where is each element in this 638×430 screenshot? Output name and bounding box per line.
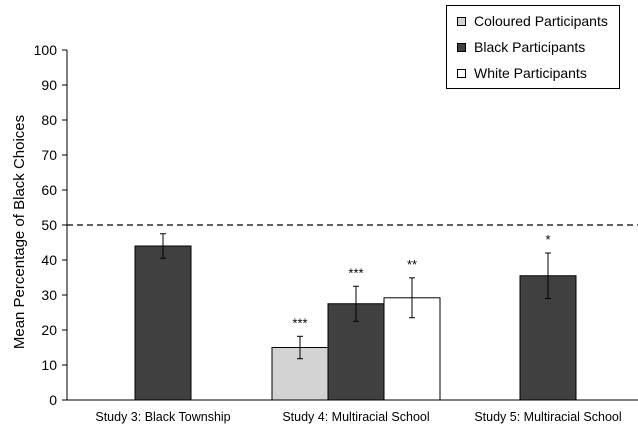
x-tick-label: Study 5: Multiracial School	[474, 410, 621, 424]
y-tick-label: 30	[41, 287, 57, 303]
legend-swatch	[457, 42, 466, 52]
significance-label: ***	[292, 315, 307, 330]
significance-label: ***	[348, 265, 363, 280]
y-axis-label: Mean Percentage of Black Choices	[11, 115, 28, 349]
y-tick-label: 20	[41, 322, 57, 338]
legend-swatch	[457, 16, 466, 26]
legend-label: Coloured Participants	[474, 13, 608, 29]
legend-item: Black Participants	[457, 38, 585, 56]
legend-label: White Participants	[474, 65, 587, 81]
legend-label: Black Participants	[474, 39, 586, 55]
bars	[134, 233, 577, 401]
bar	[134, 245, 192, 401]
axes: 0 10 20 30 40 50 60 70 80 90 100 Study 3: Black Tow…	[34, 42, 638, 424]
y-tick-label: 100	[34, 42, 58, 58]
y-tick-label: 10	[41, 357, 57, 373]
y-tick-label: 90	[41, 77, 57, 93]
y-tick-label: 50	[41, 217, 57, 233]
legend: Coloured Participants Black Participants W…	[446, 5, 620, 89]
y-tick-label: 0	[49, 392, 57, 408]
y-tick-label: 80	[41, 112, 57, 128]
labels: *********	[292, 232, 550, 330]
y-tick-label: 40	[41, 252, 57, 268]
significance-label: **	[407, 257, 417, 272]
legend-swatch	[457, 68, 466, 78]
x-tick-label: Study 3: Black Township	[95, 410, 230, 424]
significance-label: *	[545, 232, 550, 247]
legend-item: Coloured Participants	[457, 12, 608, 30]
legend-item: White Participants	[457, 64, 587, 82]
y-tick-label: 70	[41, 147, 57, 163]
y-tick-label: 60	[41, 182, 57, 198]
x-tick-label: Study 4: Multiracial School	[282, 410, 429, 424]
